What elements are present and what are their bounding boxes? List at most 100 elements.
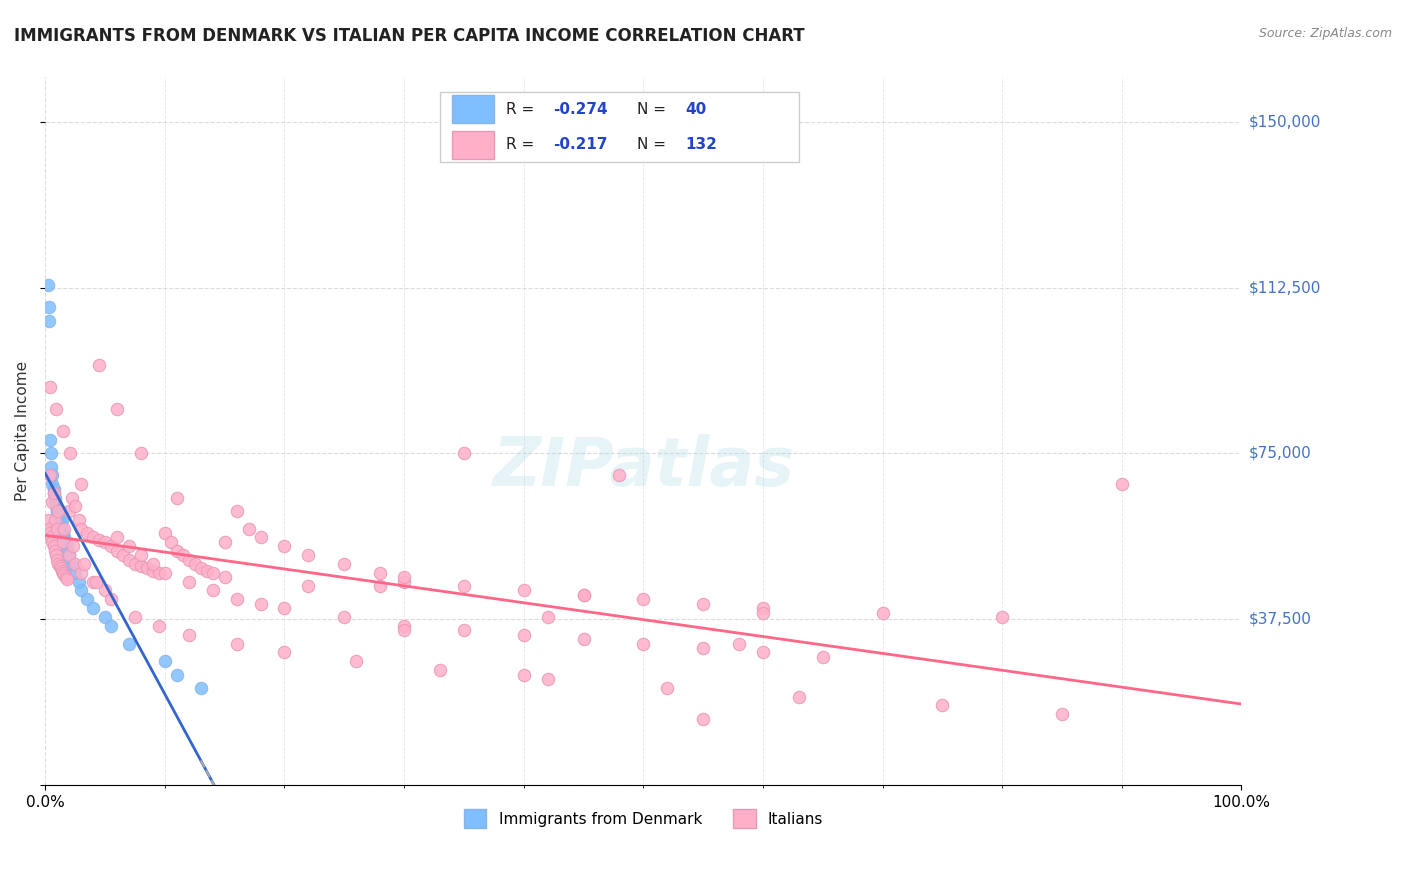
Point	[368, 579, 391, 593]
Point	[39, 433, 62, 447]
Text: -0.274: -0.274	[554, 102, 609, 117]
Point	[48, 557, 70, 571]
Legend: Immigrants from Denmark, Italians: Immigrants from Denmark, Italians	[457, 803, 830, 834]
Point	[60, 491, 83, 505]
Point	[58, 548, 80, 562]
Point	[105, 530, 128, 544]
Point	[44, 513, 66, 527]
Point	[297, 579, 319, 593]
Point	[214, 534, 236, 549]
Point	[453, 579, 475, 593]
Point	[44, 543, 66, 558]
Point	[142, 557, 165, 571]
Point	[41, 468, 63, 483]
Point	[87, 358, 110, 372]
Point	[129, 446, 152, 460]
Point	[38, 522, 60, 536]
Text: Source: ZipAtlas.com: Source: ZipAtlas.com	[1258, 27, 1392, 40]
Point	[166, 543, 188, 558]
Point	[142, 564, 165, 578]
Point	[48, 513, 70, 527]
Point	[82, 601, 104, 615]
Point	[51, 513, 73, 527]
Point	[53, 530, 76, 544]
Text: IMMIGRANTS FROM DENMARK VS ITALIAN PER CAPITA INCOME CORRELATION CHART: IMMIGRANTS FROM DENMARK VS ITALIAN PER C…	[14, 27, 804, 45]
Point	[52, 526, 75, 541]
Point	[38, 314, 60, 328]
Point	[297, 548, 319, 562]
Text: R =: R =	[506, 102, 538, 117]
Point	[633, 636, 655, 650]
Point	[273, 539, 295, 553]
Point	[153, 654, 176, 668]
Point	[45, 500, 67, 514]
Point	[67, 513, 90, 527]
Point	[46, 504, 69, 518]
Point	[63, 500, 86, 514]
Point	[72, 557, 94, 571]
Point	[39, 526, 62, 541]
Point	[184, 557, 207, 571]
Point	[67, 574, 90, 589]
Point	[49, 517, 72, 532]
Text: R =: R =	[506, 137, 538, 153]
Point	[249, 530, 271, 544]
Point	[429, 663, 451, 677]
Point	[190, 681, 212, 695]
Point	[148, 619, 170, 633]
Point	[177, 628, 200, 642]
Point	[225, 636, 247, 650]
Point	[51, 564, 73, 578]
Point	[728, 636, 751, 650]
Point	[225, 504, 247, 518]
Point	[201, 583, 224, 598]
Point	[344, 654, 367, 668]
Point	[39, 530, 62, 544]
Point	[118, 636, 141, 650]
Text: -0.217: -0.217	[554, 137, 609, 153]
Point	[52, 534, 75, 549]
Point	[124, 557, 146, 571]
Point	[160, 534, 183, 549]
Point	[129, 548, 152, 562]
Point	[70, 566, 93, 580]
Point	[44, 491, 66, 505]
Point	[39, 468, 62, 483]
Point	[190, 561, 212, 575]
Text: N =: N =	[637, 137, 671, 153]
Point	[56, 543, 79, 558]
Point	[46, 522, 69, 536]
Point	[49, 561, 72, 575]
Point	[55, 570, 77, 584]
Point	[58, 557, 80, 571]
Point	[166, 491, 188, 505]
Point	[111, 548, 134, 562]
Point	[37, 513, 59, 527]
Point	[453, 624, 475, 638]
Point	[872, 606, 894, 620]
Point	[82, 574, 104, 589]
Point	[392, 624, 415, 638]
Bar	[451, 130, 494, 159]
Point	[42, 539, 65, 553]
Point	[100, 539, 122, 553]
Point	[273, 645, 295, 659]
Point	[166, 667, 188, 681]
Point	[76, 526, 98, 541]
Point	[46, 504, 69, 518]
Point	[39, 380, 62, 394]
Point	[56, 573, 79, 587]
Point	[537, 610, 560, 624]
Point	[53, 568, 76, 582]
Text: ZIPatlas: ZIPatlas	[492, 434, 794, 500]
Point	[52, 566, 75, 580]
Point	[55, 534, 77, 549]
Point	[512, 628, 534, 642]
Point	[214, 570, 236, 584]
Point	[537, 672, 560, 686]
Point	[94, 583, 117, 598]
Point	[63, 566, 86, 580]
Point	[70, 477, 93, 491]
Bar	[440, 92, 799, 162]
Point	[225, 592, 247, 607]
